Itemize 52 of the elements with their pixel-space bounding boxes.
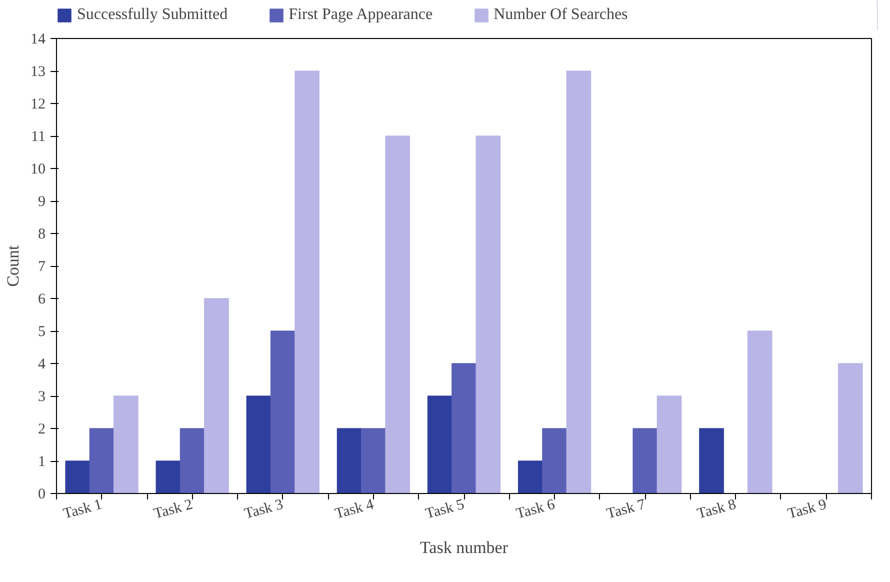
- bar: [361, 428, 386, 494]
- x-tick-label: Task 7: [605, 496, 648, 522]
- y-tick-label: 11: [31, 129, 46, 145]
- y-tick-label: 10: [30, 162, 46, 178]
- y-tick-label: 8: [38, 226, 46, 242]
- bar: [246, 396, 272, 494]
- bar: [270, 330, 296, 494]
- bar: [385, 136, 410, 494]
- bar: [632, 428, 658, 494]
- y-tick-label: 3: [38, 389, 46, 405]
- y-tick-label: 0: [38, 486, 46, 502]
- bar: [114, 396, 138, 494]
- y-tick-label: 12: [30, 96, 46, 112]
- bar: [566, 70, 592, 494]
- y-tick-label: 2: [38, 422, 46, 438]
- y-axis-title: Count: [4, 244, 22, 287]
- bar: [204, 298, 229, 494]
- bar: [156, 460, 181, 494]
- y-tick-label: 7: [38, 259, 46, 275]
- bar: [180, 428, 205, 494]
- bar: [89, 428, 114, 494]
- bar: [838, 363, 863, 494]
- bar: [476, 136, 501, 494]
- x-tick-label: Task 4: [333, 496, 376, 522]
- bar: [542, 428, 567, 494]
- bar: [65, 460, 90, 494]
- y-tick-label: 13: [30, 64, 46, 80]
- y-tick-label: 1: [38, 454, 46, 470]
- x-tick-label: Task 1: [62, 496, 104, 522]
- legend-label: Number Of Searches: [494, 6, 628, 24]
- bar: [336, 428, 362, 494]
- bar: [747, 330, 772, 494]
- y-tick-label: 9: [38, 194, 46, 210]
- x-axis-title: Task number: [420, 538, 508, 558]
- bar: [518, 460, 543, 494]
- y-tick-label: 6: [38, 292, 46, 308]
- legend-label: First Page Appearance: [288, 6, 433, 24]
- y-tick-label: 4: [38, 356, 46, 372]
- bar: [656, 396, 682, 494]
- bar: [427, 396, 452, 494]
- y-tick-label: 5: [38, 324, 46, 340]
- x-tick-label: Task 3: [242, 496, 285, 522]
- bar: [452, 363, 476, 494]
- x-tick-label: Task 5: [424, 496, 466, 522]
- x-tick-label: Task 2: [152, 496, 194, 522]
- y-tick-label: 14: [30, 32, 46, 48]
- x-tick-label: Task 9: [786, 496, 828, 522]
- x-tick-label: Task 6: [514, 496, 558, 522]
- legend-label: Successfully Submitted: [77, 6, 228, 24]
- bar: [294, 70, 320, 494]
- bar: [699, 428, 724, 494]
- x-tick-label: Task 8: [696, 496, 738, 522]
